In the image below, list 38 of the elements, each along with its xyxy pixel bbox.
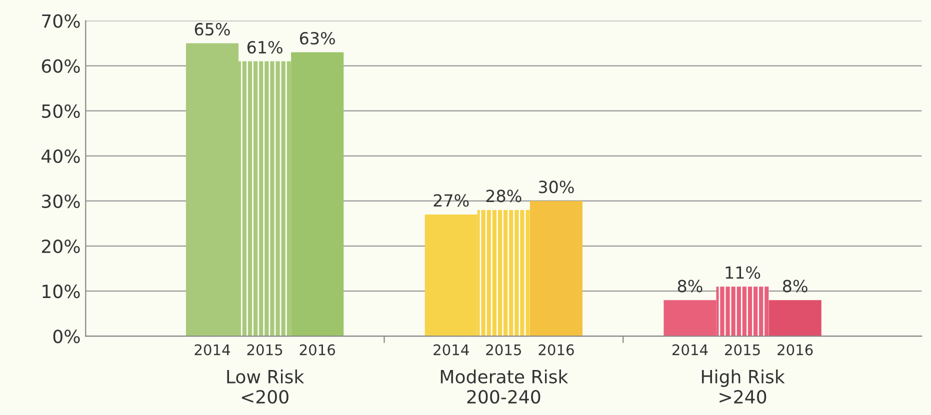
y-tick-label: 0% [53, 330, 80, 344]
x-tick-label: Low Risk <200 [227, 369, 304, 404]
y-tick-label: 30% [42, 194, 80, 208]
y-tick-label: 40% [42, 149, 80, 164]
bar [424, 214, 478, 336]
data-label: 63% [300, 32, 335, 45]
bar [477, 210, 530, 336]
data-label: 30% [538, 180, 574, 194]
y-tick-label: 70% [42, 14, 80, 28]
series-label: 2016 [300, 344, 335, 356]
bar [238, 61, 292, 336]
bar [768, 300, 822, 336]
bar [291, 52, 344, 336]
y-tick-label: 10% [42, 284, 80, 298]
data-label: 61% [247, 40, 282, 54]
y-tick-label: 60% [42, 59, 80, 73]
bar [530, 200, 582, 336]
bar [716, 286, 769, 336]
bar [664, 300, 716, 336]
series-label: 2015 [247, 344, 282, 356]
text: 2014 [672, 344, 708, 356]
data-label: 27% [434, 194, 469, 207]
series-label: 2014 [194, 344, 230, 356]
data-label: 28% [486, 190, 522, 202]
data-label: 8% [783, 280, 808, 292]
data-label: 8% [678, 280, 702, 292]
x-tick-label: Moderate Risk 200-240 [440, 369, 568, 404]
bar [186, 43, 239, 336]
text: 2016 [538, 344, 574, 356]
y-tick-label: 20% [42, 239, 80, 254]
text: 2014 [434, 344, 469, 356]
x-tick-label: High Risk >240 [702, 369, 785, 404]
text: 2015 [725, 344, 760, 356]
y-tick-label: 50% [42, 104, 80, 118]
data-label: 11% [726, 266, 760, 279]
text: 2016 [778, 344, 813, 356]
data-label: 65% [194, 22, 230, 36]
text: 2015 [486, 344, 521, 356]
